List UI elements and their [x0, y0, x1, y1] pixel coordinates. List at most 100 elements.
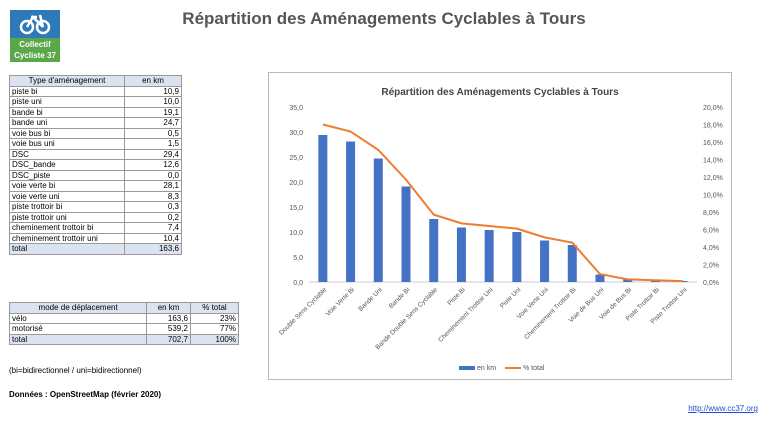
- x-tick-label: Bande Uni: [357, 286, 383, 312]
- x-tick-label: Cheminement Trottoir Bi: [523, 286, 578, 341]
- row-value: 539,2: [146, 323, 191, 335]
- y-tick-right: 2,0%: [703, 263, 719, 270]
- x-tick-label: Piste Bi: [446, 286, 467, 307]
- row-label: DSC_piste: [9, 169, 125, 181]
- row-value: 19,1: [124, 106, 182, 118]
- row-value: 0,3: [124, 201, 182, 213]
- row-value: 0,5: [124, 127, 182, 139]
- row-value: 163,6: [146, 312, 191, 324]
- y-tick-right: 0,0%: [703, 280, 719, 287]
- website-link[interactable]: http://www.cc37.org: [688, 404, 758, 413]
- bar: [623, 279, 633, 282]
- bar: [484, 230, 494, 282]
- table-row: piste trottoir uni 0,2: [9, 211, 182, 223]
- row-label: motorisé: [8, 323, 148, 335]
- note: (bi=bidirectionnel / uni=bidirectionnel): [9, 366, 142, 375]
- logo-text-2: Cycliste 37: [14, 51, 56, 60]
- bar: [429, 219, 439, 282]
- total-value: 163,6: [124, 243, 182, 255]
- header: en km: [124, 75, 182, 87]
- mode-table: mode de déplacement en km% total vélo 163,…: [8, 302, 240, 345]
- legend-bar-swatch: [459, 366, 475, 370]
- y-tick-right: 4,0%: [703, 245, 719, 252]
- x-tick-label: Voie Verte Bi: [325, 286, 356, 317]
- total-label: total: [8, 333, 148, 345]
- row-label: bande uni: [9, 117, 125, 129]
- row-label: bande bi: [9, 106, 125, 118]
- row-label: cheminement trottoir bi: [9, 222, 125, 234]
- x-tick-label: Bande Bi: [388, 286, 412, 310]
- chart-svg: Répartition des Aménagements Cyclables à…: [278, 87, 723, 372]
- row-label: piste uni: [9, 96, 125, 108]
- table-row: bande bi 19,1: [9, 106, 182, 118]
- table-row: voie verte bi 28,1: [9, 180, 182, 192]
- y-tick-right: 20,0%: [703, 105, 723, 112]
- row-label: voie bus bi: [9, 127, 125, 139]
- x-tick-label: Double Sens Cyclable: [278, 286, 328, 336]
- logo: Collectif Cycliste 37: [10, 10, 60, 62]
- y-tick-left: 0,0: [293, 280, 303, 287]
- row-value: 23%: [189, 312, 240, 324]
- table-row: cheminement trottoir uni 10,4: [9, 232, 182, 244]
- row-value: 28,1: [124, 180, 182, 192]
- table-row: voie bus bi 0,5: [9, 127, 182, 139]
- y-tick-left: 20,0: [289, 180, 303, 187]
- row-value: 10,9: [124, 85, 182, 97]
- bar: [456, 227, 466, 282]
- y-tick-left: 30,0: [289, 130, 303, 137]
- legend-bar-label: en km: [477, 365, 496, 372]
- row-label: cheminement trottoir uni: [9, 232, 125, 244]
- table-row: motorisé 539,2 77%: [8, 323, 240, 335]
- line-series: [322, 123, 684, 283]
- page-title: Répartition des Aménagements Cyclables à…: [182, 9, 586, 28]
- bar: [595, 274, 605, 282]
- y-tick-right: 12,0%: [703, 175, 723, 182]
- table-row: voie bus uni 1,5: [9, 138, 182, 150]
- y-tick-right: 14,0%: [703, 158, 723, 165]
- row-label: piste trottoir bi: [9, 201, 125, 213]
- row-value: 1,5: [124, 138, 182, 150]
- bar: [346, 141, 356, 282]
- row-value: 10,0: [124, 96, 182, 108]
- logo-text-1: Collectif: [19, 40, 51, 49]
- row-value: 29,4: [124, 148, 182, 160]
- y-tick-right: 18,0%: [703, 123, 723, 130]
- total-value: 702,7: [146, 333, 191, 345]
- legend-line-label: % total: [523, 365, 545, 372]
- y-tick-right: 6,0%: [703, 228, 719, 235]
- row-label: vélo: [8, 312, 148, 324]
- table-row: cheminement trottoir bi 7,4: [9, 222, 182, 234]
- chart-title: Répartition des Aménagements Cyclables à…: [381, 87, 619, 98]
- header: % total: [189, 302, 240, 314]
- bar: [401, 186, 411, 282]
- row-label: voie bus uni: [9, 138, 125, 150]
- row-value: 10,4: [124, 232, 182, 244]
- x-tick-label: Piste Uni: [499, 286, 522, 309]
- bicycle-icon: [10, 10, 60, 38]
- row-value: 8,3: [124, 190, 182, 202]
- amenagement-table: Type d'aménagement en km piste bi 10,9 pist…: [9, 75, 182, 255]
- chart: Répartition des Aménagements Cyclables à…: [268, 72, 732, 380]
- table-row: piste trottoir bi 0,3: [9, 201, 182, 213]
- table-row: DSC 29,4: [9, 148, 182, 160]
- row-value: 0,2: [124, 211, 182, 223]
- table-row: vélo 163,6 23%: [8, 312, 240, 324]
- row-value: 0,0: [124, 169, 182, 181]
- row-value: 7,4: [124, 222, 182, 234]
- x-tick-label: Cheminement Trottoir Uni: [437, 286, 494, 343]
- y-tick-left: 15,0: [289, 205, 303, 212]
- y-tick-left: 5,0: [293, 255, 303, 262]
- row-label: piste bi: [9, 85, 125, 97]
- row-value: 77%: [189, 323, 240, 335]
- y-tick-left: 10,0: [289, 230, 303, 237]
- row-label: DSC_bande: [9, 159, 125, 171]
- table-row: piste bi 10,9: [9, 85, 182, 97]
- row-label: piste trottoir uni: [9, 211, 125, 223]
- table-row: DSC_piste 0,0: [9, 169, 182, 181]
- x-tick-label: Bande Double Sens Cyclable: [374, 286, 439, 351]
- bar: [678, 281, 688, 282]
- table-row: bande uni 24,7: [9, 117, 182, 129]
- table-row: piste uni 10,0: [9, 96, 182, 108]
- row-label: DSC: [9, 148, 125, 160]
- y-tick-right: 8,0%: [703, 210, 719, 217]
